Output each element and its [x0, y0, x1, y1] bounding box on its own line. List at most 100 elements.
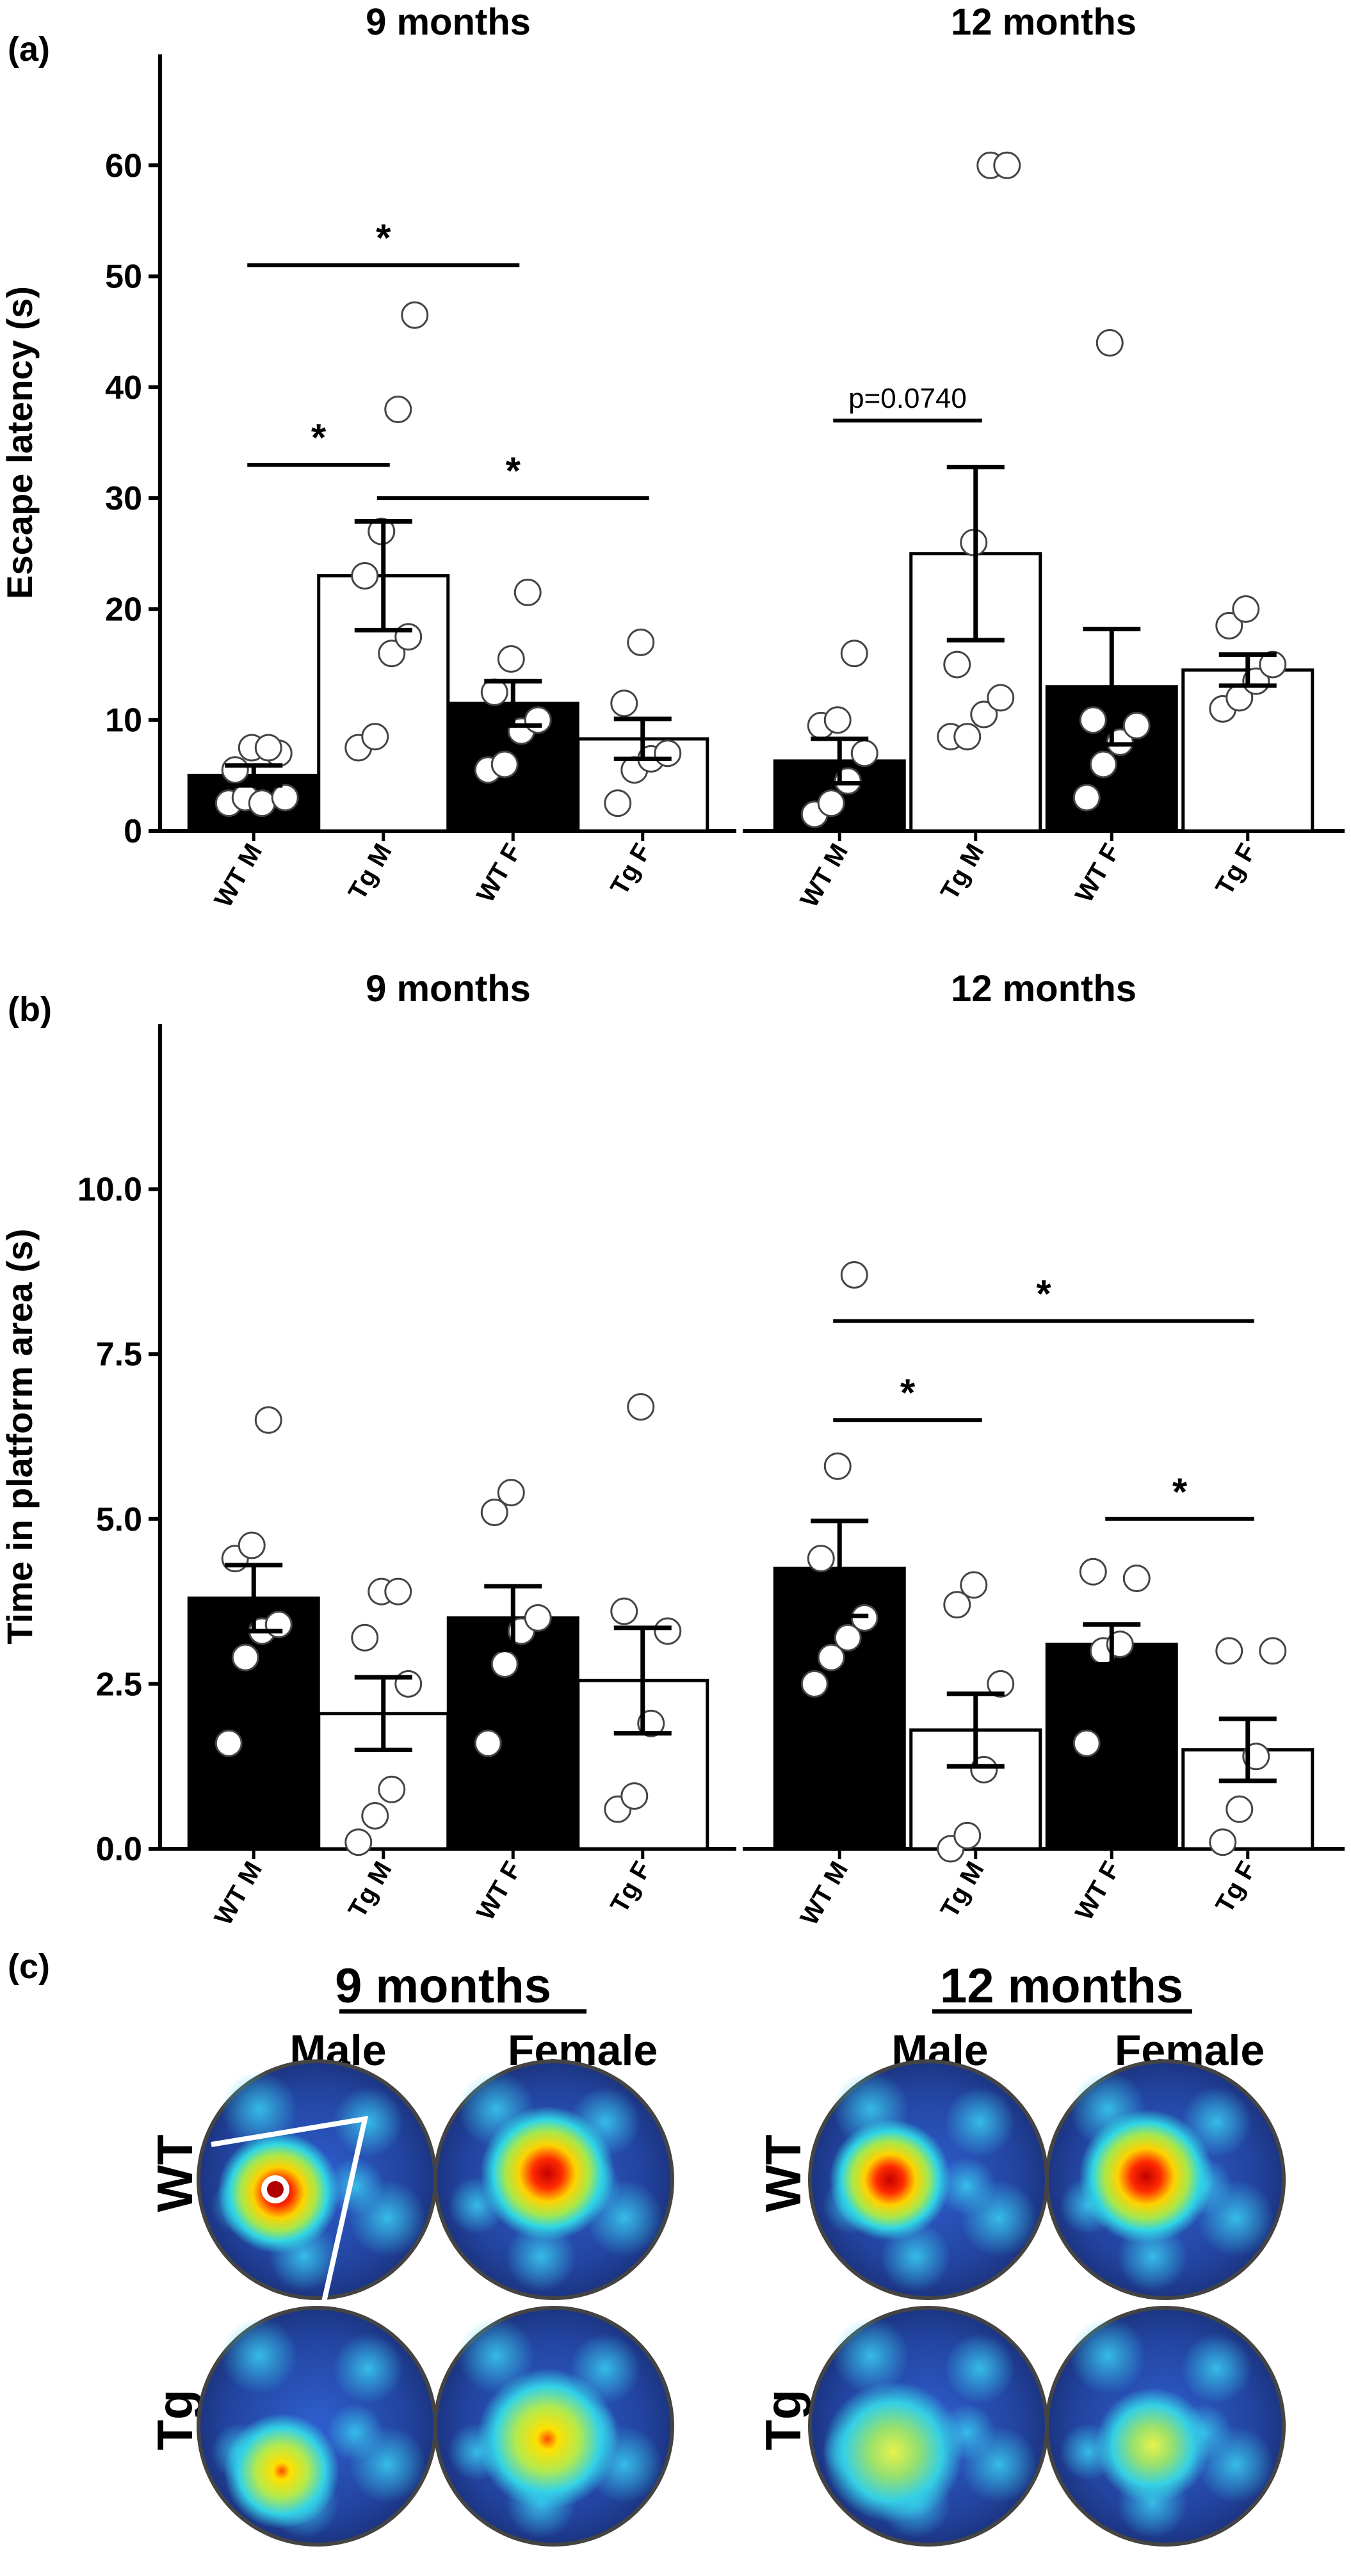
- platform-center: [267, 2181, 284, 2198]
- data-point: [394, 1670, 423, 1698]
- chart-b-platform-time: 0.0 2.5 5.0 7.5 10.0 Time in platform area (s…: [0, 968, 1345, 1930]
- data-point: [620, 1782, 649, 1810]
- data-point: [953, 1821, 982, 1849]
- data-point: [490, 1650, 519, 1678]
- data-point: [378, 640, 406, 668]
- y-tick-label: 30: [105, 480, 142, 517]
- x-tick-label: Tg M: [935, 839, 990, 905]
- data-point: [351, 1623, 379, 1652]
- data-point: [384, 1577, 412, 1606]
- chart-a-escape-latency: 0 10 20 30 40 50 60 Escape latency (s) 9 months W…: [0, 1, 1345, 912]
- data-point: [351, 561, 379, 590]
- x-tick-label: WT F: [471, 839, 527, 908]
- y-tick-label: 10: [105, 702, 142, 739]
- heatmap-12-months-male-wt: [808, 2059, 1049, 2300]
- x-tick-label: Tg F: [1210, 839, 1261, 900]
- x-tick-label: WT F: [471, 1857, 527, 1926]
- data-point: [1079, 1558, 1107, 1586]
- data-point: [474, 1729, 502, 1757]
- heatmap-9-months-male-tg: [197, 2306, 437, 2547]
- heat-spot: [829, 2119, 951, 2241]
- data-point: [238, 1531, 266, 1559]
- y-tick-label: 40: [105, 369, 142, 407]
- x-tick-label: WT M: [209, 1857, 268, 1930]
- data-point: [497, 1479, 525, 1507]
- heat-spot: [1095, 2388, 1210, 2503]
- heatmap-9-months-male-wt: [197, 2059, 437, 2305]
- bar: [1045, 1643, 1178, 1851]
- data-point: [943, 1591, 971, 1619]
- heatmap-12-months-male-tg: [808, 2306, 1049, 2547]
- data-point: [610, 689, 638, 718]
- data-point: [361, 723, 389, 751]
- data-point: [850, 739, 878, 768]
- trace-spot: [944, 2087, 1015, 2157]
- y-tick-label: 10.0: [77, 1171, 142, 1209]
- data-point: [497, 645, 525, 673]
- data-point: [254, 734, 282, 762]
- trace-spot: [832, 2317, 909, 2394]
- x-tick-label: Tg F: [605, 1857, 656, 1918]
- significance-label: *: [311, 416, 327, 459]
- x-tick-label: Tg F: [605, 839, 656, 900]
- data-point: [840, 1261, 868, 1289]
- data-point: [1089, 750, 1117, 778]
- x-tick-label: WT M: [795, 1857, 853, 1930]
- quadrant-lines: [211, 2116, 369, 2305]
- genotype-label-wt-9: WT: [147, 2134, 203, 2212]
- y-axis-label: Escape latency (s): [0, 286, 40, 599]
- significance-label: *: [900, 1371, 916, 1414]
- y-axis-label: Time in platform area (s): [0, 1228, 40, 1644]
- data-point: [1096, 329, 1124, 357]
- x-tick-label: Tg M: [935, 1857, 990, 1923]
- data-point: [1259, 1637, 1287, 1665]
- x-tick-label: Tg F: [1210, 1857, 1261, 1918]
- data-point: [960, 1571, 988, 1599]
- data-point: [254, 1406, 282, 1434]
- data-point: [1122, 1565, 1151, 1593]
- group-title: 9 months: [366, 1, 531, 43]
- significance-label: *: [1036, 1273, 1051, 1316]
- data-point: [361, 1801, 389, 1830]
- panel-c-label: (c): [8, 1947, 50, 1986]
- heat-spot: [480, 2106, 615, 2241]
- x-tick-label: WT F: [1070, 839, 1126, 908]
- data-point: [823, 706, 852, 734]
- data-point: [221, 756, 249, 784]
- trace-spot: [327, 2404, 384, 2461]
- heatmap-12-months-female-wt: [1045, 2059, 1286, 2300]
- data-point: [943, 650, 971, 679]
- trace-spot: [221, 2071, 298, 2148]
- data-point: [834, 1623, 862, 1652]
- data-point: [524, 706, 552, 734]
- trace-spot: [333, 2333, 403, 2404]
- data-point: [1209, 1828, 1237, 1856]
- x-tick-label: Tg M: [343, 1857, 398, 1923]
- data-point: [817, 789, 845, 817]
- data-point: [384, 396, 412, 424]
- data-point: [987, 684, 1015, 712]
- data-point: [1215, 611, 1243, 640]
- data-point: [627, 628, 655, 656]
- data-point: [800, 1670, 829, 1698]
- trace-spot: [1181, 2333, 1252, 2404]
- data-point: [654, 739, 682, 768]
- data-point: [953, 723, 982, 751]
- trace-spot: [458, 2317, 535, 2394]
- data-point: [987, 1670, 1015, 1698]
- y-tick-label: 20: [105, 591, 142, 628]
- data-point: [1072, 784, 1101, 812]
- age-title-12-months: 12 months: [940, 1959, 1183, 2013]
- trace-spot: [1069, 2317, 1146, 2394]
- data-point: [610, 1597, 638, 1625]
- group-title: 9 months: [366, 968, 531, 1010]
- heatmap-9-months-female-tg: [433, 2306, 674, 2547]
- data-point: [378, 1775, 406, 1803]
- heatmap-9-months-female-wt: [433, 2059, 674, 2300]
- data-point: [817, 1643, 845, 1671]
- data-point: [604, 789, 632, 817]
- heatmap-12-months-female-tg: [1045, 2306, 1286, 2547]
- y-tick-label: 5.0: [96, 1501, 142, 1538]
- panel-b-label: (b): [8, 990, 52, 1029]
- data-point: [970, 700, 998, 729]
